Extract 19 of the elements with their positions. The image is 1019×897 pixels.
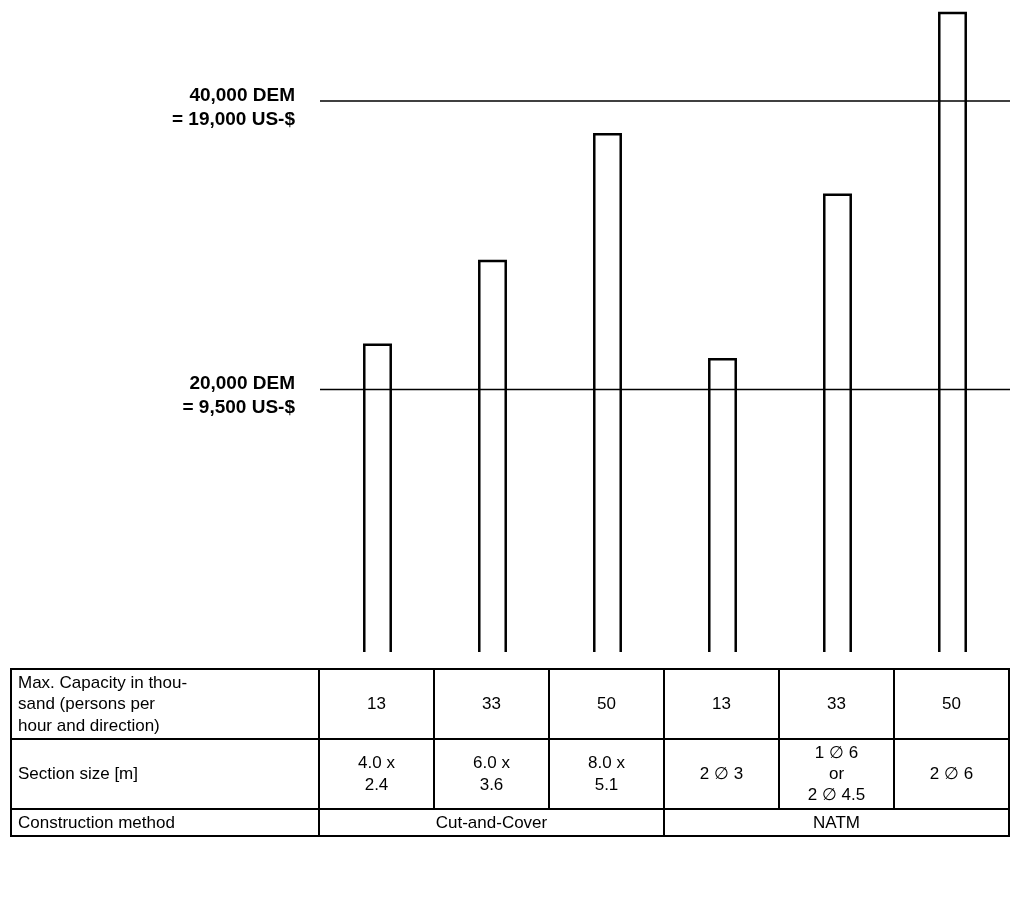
text: Cut-and-Cover: [319, 808, 664, 836]
x-tick-label: 50: [894, 669, 1009, 739]
text: NATM: [664, 808, 1009, 836]
text: 6.0 x 3.6: [434, 738, 549, 809]
text: Max. Capacity in thou- sand (persons per hour and direction): [11, 669, 319, 739]
x-tick-label: 13: [664, 669, 779, 739]
x-tick-label: 33: [434, 669, 549, 739]
text: Construction method: [11, 808, 319, 836]
ref-line-label: 20,000 DEM = 9,500 US-$: [182, 372, 296, 418]
ref-line-label: 40,000 DEM = 19,000 US-$: [171, 83, 296, 129]
text: 2 ∅ 3: [664, 738, 779, 809]
x-tick-label: 50: [549, 669, 664, 739]
x-tick-label: 33: [779, 669, 894, 739]
text: Section size [m]: [11, 738, 319, 809]
text: 8.0 x 5.1: [549, 738, 664, 809]
text: 1 ∅ 6 or 2 ∅ 4.5: [779, 738, 894, 809]
text: 4.0 x 2.4: [319, 738, 434, 809]
x-tick-label: 13: [319, 669, 434, 739]
text: 2 ∅ 6: [894, 738, 1009, 809]
